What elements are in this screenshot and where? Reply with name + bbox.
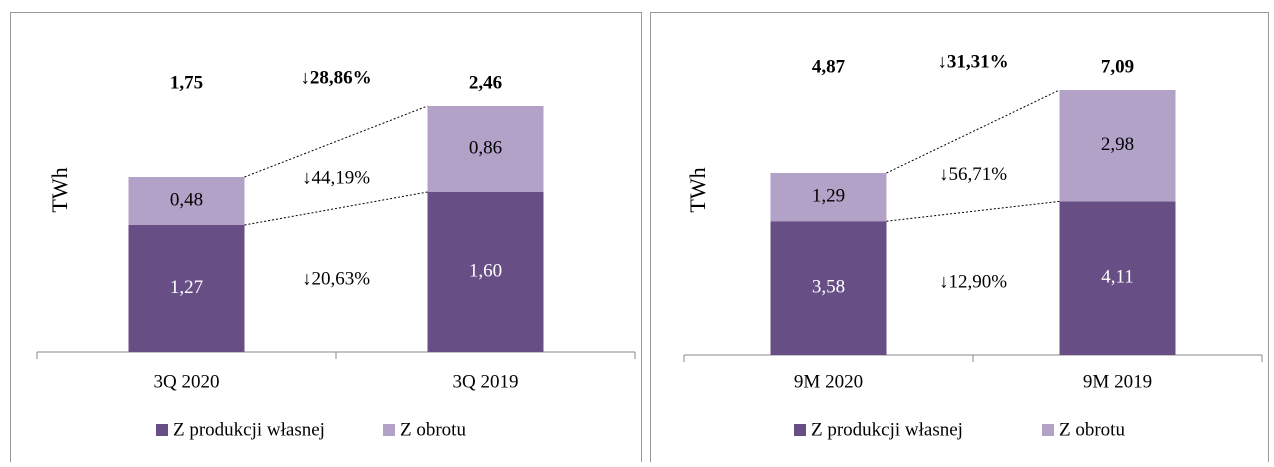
bar-segment xyxy=(1059,90,1176,202)
legend-label: Z obrotu xyxy=(400,419,466,440)
panel-border xyxy=(650,12,1269,467)
panel-border xyxy=(10,12,642,467)
bar-segment xyxy=(427,106,544,192)
x-tick-label: 3Q 2020 xyxy=(154,371,220,392)
change-annotation: ↓28,86% xyxy=(300,67,371,88)
total-label: 1,75 xyxy=(170,72,203,93)
y-axis-label: TWh xyxy=(685,167,710,212)
total-label: 7,09 xyxy=(1101,56,1134,77)
value-label: 1,60 xyxy=(469,260,502,281)
bar-segment xyxy=(1059,201,1176,355)
value-label: 0,48 xyxy=(170,189,203,210)
change-annotation: ↓44,19% xyxy=(302,167,370,188)
y-axis-label: TWh xyxy=(47,167,72,212)
value-label: 4,11 xyxy=(1101,267,1134,288)
connector xyxy=(886,200,1060,222)
x-tick-label: 3Q 2019 xyxy=(453,371,519,392)
total-label: 2,46 xyxy=(469,72,502,93)
change-annotation: ↓20,63% xyxy=(302,269,370,290)
legend-label: Z produkcji własnej xyxy=(811,419,963,440)
value-label: 1,29 xyxy=(812,185,845,206)
bar-segment xyxy=(128,177,245,225)
connector xyxy=(244,191,428,226)
bar-segment xyxy=(427,192,544,352)
x-tick-label: 9M 2020 xyxy=(794,371,863,392)
legend-swatch xyxy=(1042,424,1054,436)
bar-segment xyxy=(770,172,887,222)
value-label: 1,27 xyxy=(170,277,203,298)
legend-swatch xyxy=(794,424,806,436)
change-annotation: ↓31,31% xyxy=(937,51,1008,72)
value-label: 3,58 xyxy=(812,276,845,297)
bar-segment xyxy=(128,225,245,352)
value-label: 0,86 xyxy=(469,137,502,158)
legend-swatch xyxy=(383,424,395,436)
legend-label: Z obrotu xyxy=(1059,419,1125,440)
bar-segment xyxy=(770,221,887,355)
connector xyxy=(886,89,1060,174)
change-annotation: ↓12,90% xyxy=(939,272,1007,293)
x-tick-label: 9M 2019 xyxy=(1083,371,1152,392)
connector xyxy=(244,105,428,178)
legend-label: Z produkcji własnej xyxy=(173,419,325,440)
change-annotation: ↓56,71% xyxy=(939,164,1007,185)
total-label: 4,87 xyxy=(812,56,846,77)
legend-swatch xyxy=(156,424,168,436)
value-label: 2,98 xyxy=(1101,134,1134,155)
